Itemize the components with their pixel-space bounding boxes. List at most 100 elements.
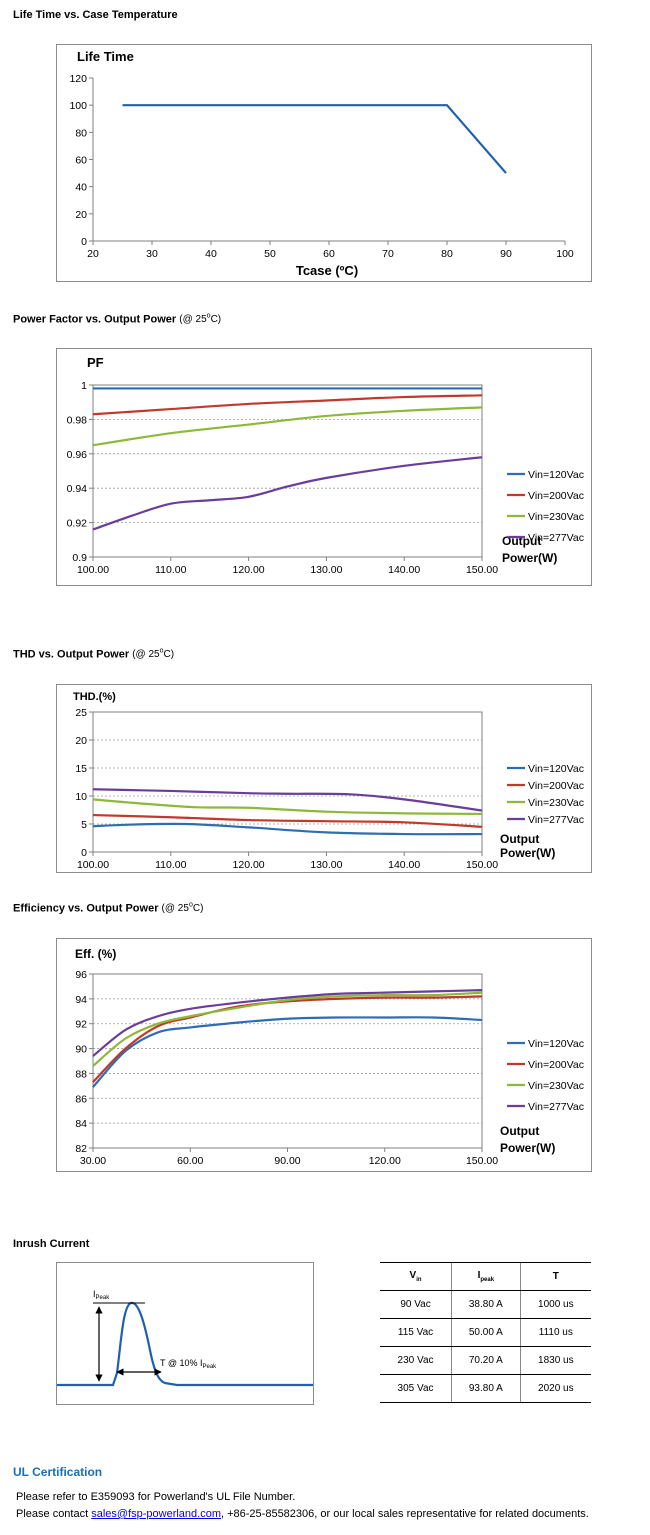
pf-section-title-text: Power Factor vs. Output Power: [13, 313, 177, 326]
eff-chart-svg: Eff. (%) 82 84 86 88 90 92 94 96 30.00 60.00 90.00 1…: [75, 947, 584, 1167]
eff-chart: Eff. (%) 82 84 86 88 90 92 94 96 30.00 60.00 90.00 1…: [56, 938, 592, 1172]
pf-series-line-1: [92, 394, 483, 416]
eff-temp-note: (@ 25oC): [161, 902, 204, 915]
eff-x-tick-label: 150.00: [466, 1155, 498, 1167]
ipeak-cell: 38.80 A: [451, 1290, 521, 1319]
life-series-line-0: [122, 104, 507, 174]
t-cell: 2020 us: [519, 1374, 591, 1403]
ipeak-label: IPeak: [93, 1289, 110, 1301]
pf-x-tick-label: 140.00: [388, 564, 420, 576]
pf-plot-area: [92, 384, 483, 558]
eff-legend-label-1: Vin=200Vac: [528, 1059, 584, 1071]
pf-chart-svg: PF 0.9 0.92 0.94 0.96 0.98 1 100.00 110.00 120.00…: [67, 355, 584, 576]
life-x-tick-label: 70: [382, 248, 394, 260]
vin-cell: 230 Vac: [380, 1346, 452, 1375]
pf-chart-title: PF: [87, 355, 104, 370]
thd-x-tick-label: 130.00: [310, 859, 342, 871]
thd-y-tick-label: 15: [75, 763, 87, 775]
pf-legend-label-2: Vin=230Vac: [528, 511, 584, 523]
life-x-axis-label: Tcase (ºC): [296, 263, 358, 278]
thd-y-tick-label: 5: [81, 819, 87, 831]
eff-series-line-0: [92, 1016, 483, 1088]
pf-x-tick-label: 120.00: [233, 564, 265, 576]
thd-y-tick-label: 10: [75, 791, 87, 803]
thd-section-title-text: THD vs. Output Power: [13, 648, 130, 661]
life-y-tick-label: 40: [75, 182, 87, 194]
pf-series-line-3: [92, 456, 483, 531]
pf-x-tick-label: 110.00: [155, 564, 186, 576]
inrush-waveform: [57, 1301, 313, 1387]
thd-x-tick-label: 120.00: [233, 859, 265, 871]
inrush-table-header-row: Vin Ipeak T: [380, 1262, 591, 1291]
life-y-tick-label: 20: [75, 209, 87, 221]
ipeak-cell: 93.80 A: [451, 1374, 521, 1403]
eff-y-tick-label: 90: [75, 1044, 87, 1056]
thd-legend-label-3: Vin=277Vac: [528, 814, 584, 826]
pf-y-tick-label: 0.9: [72, 552, 87, 564]
t-label: T @ 10% IPeak: [160, 1358, 217, 1370]
thd-section-title: THD vs. Output Power (@ 25oC): [13, 648, 174, 660]
eff-x-tick-label: 30.00: [80, 1155, 106, 1167]
thd-chart-title: THD.(%): [73, 691, 116, 703]
pf-x-tick-label: 100.00: [77, 564, 109, 576]
pf-legend-label-1: Vin=200Vac: [528, 490, 584, 502]
thd-x-axis-label: Output: [500, 832, 539, 846]
eff-legend-label-2: Vin=230Vac: [528, 1080, 584, 1092]
thd-series-line-3: [92, 788, 483, 812]
life-x-tick-label: 20: [87, 248, 99, 260]
pf-x-tick-label: 150.00: [466, 564, 498, 576]
life-x-tick-label: 100: [556, 248, 574, 260]
ipeak-cell: 50.00 A: [451, 1318, 521, 1347]
thd-legend-label-1: Vin=200Vac: [528, 780, 584, 792]
vin-header: Vin: [380, 1262, 452, 1291]
vin-cell: 305 Vac: [380, 1374, 452, 1403]
eff-series-line-1: [92, 995, 483, 1083]
pf-y-tick-label: 0.92: [67, 518, 88, 530]
sales-email-link[interactable]: sales@fsp-powerland.com: [91, 1508, 221, 1520]
thd-x-axis-label-line2: Power(W): [500, 846, 555, 860]
table-row: 305 Vac 93.80 A 2020 us: [380, 1374, 591, 1403]
thd-series-line-1: [92, 813, 483, 828]
thd-legend-label-0: Vin=120Vac: [528, 763, 584, 775]
life-x-tick-label: 40: [205, 248, 217, 260]
eff-y-tick-label: 96: [75, 969, 87, 981]
pf-series-line-2: [92, 406, 483, 447]
life-y-tick-label: 80: [75, 127, 87, 139]
thd-plot-area: [92, 711, 483, 853]
thd-y-tick-label: 25: [75, 707, 87, 719]
table-row: 115 Vac 50.00 A 1110 us: [380, 1318, 591, 1347]
pf-x-tick-label: 130.00: [310, 564, 342, 576]
pf-chart: PF 0.9 0.92 0.94 0.96 0.98 1 100.00 110.00 120.00…: [56, 348, 592, 586]
thd-chart-svg: THD.(%) 0 5 10 15 20 25 100.00 110.00 120.00 130.0…: [73, 691, 584, 871]
pf-legend-label-3: Vin=277Vac: [528, 532, 584, 544]
eff-y-tick-label: 86: [75, 1093, 87, 1105]
eff-y-tick-label: 88: [75, 1068, 87, 1080]
life-time-section-title: Life Time vs. Case Temperature: [13, 9, 178, 21]
life-y-tick-label: 0: [81, 236, 87, 248]
thd-x-tick-label: 110.00: [155, 859, 186, 871]
life-x-tick-label: 30: [146, 248, 158, 260]
pf-legend-label-0: Vin=120Vac: [528, 469, 584, 481]
t-cell: 1000 us: [519, 1290, 591, 1319]
t-cell: 1110 us: [519, 1318, 591, 1347]
eff-y-tick-label: 92: [75, 1019, 87, 1031]
eff-section-title-text: Efficiency vs. Output Power: [13, 902, 159, 915]
life-x-tick-label: 60: [323, 248, 335, 260]
thd-x-tick-label: 150.00: [466, 859, 498, 871]
life-y-tick-label: 60: [75, 155, 87, 167]
life-x-tick-label: 50: [264, 248, 276, 260]
life-chart-title: Life Time: [77, 49, 134, 64]
life-y-tick-label: 100: [69, 100, 87, 112]
eff-x-tick-label: 120.00: [369, 1155, 401, 1167]
ipeak-cell: 70.20 A: [451, 1346, 521, 1375]
eff-x-axis-label-line2: Power(W): [500, 1141, 555, 1155]
thd-series-line-2: [92, 798, 483, 816]
inrush-waveform-diagram: IPeak T @ 10% IPeak: [56, 1262, 314, 1405]
eff-series-line-2: [92, 991, 483, 1067]
eff-section-title: Efficiency vs. Output Power (@ 25oC): [13, 902, 203, 914]
eff-chart-title: Eff. (%): [75, 947, 116, 961]
table-row: 230 Vac 70.20 A 1830 us: [380, 1346, 591, 1375]
eff-series-line-3: [92, 989, 483, 1057]
inrush-section-title: Inrush Current: [13, 1238, 90, 1250]
